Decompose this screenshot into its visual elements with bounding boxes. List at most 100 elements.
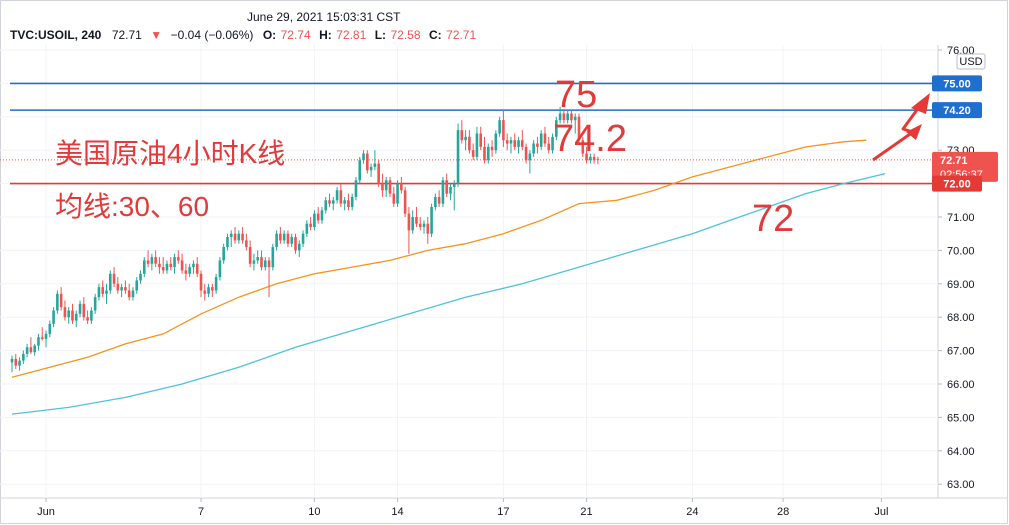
- candle-body: [199, 273, 203, 291]
- candle-body: [56, 293, 59, 311]
- candle: [108, 270, 112, 294]
- candle: [282, 230, 286, 244]
- candle: [29, 337, 33, 354]
- candle-body: [539, 133, 543, 147]
- candle-body: [173, 257, 176, 268]
- candle: [245, 233, 248, 251]
- candle: [437, 190, 441, 207]
- candle: [592, 153, 596, 164]
- candle-body: [37, 337, 40, 346]
- candle-body: [184, 270, 188, 274]
- candle: [59, 287, 63, 311]
- candle: [222, 243, 225, 264]
- open-label: O:: [263, 28, 276, 42]
- candle: [14, 353, 18, 369]
- price-tick-label: 69.00: [947, 279, 975, 291]
- candle: [301, 230, 305, 248]
- candle-body: [309, 223, 312, 228]
- candle-body: [483, 146, 486, 161]
- down-arrow-icon: ▼: [150, 28, 162, 42]
- candle: [377, 160, 380, 187]
- candle-body: [434, 196, 437, 207]
- candle: [502, 110, 505, 147]
- label-75[interactable]: 75.00: [932, 75, 982, 92]
- currency-badge[interactable]: USD: [956, 53, 986, 70]
- candle: [551, 133, 554, 154]
- candle: [158, 257, 161, 274]
- candle: [169, 257, 173, 271]
- price-tick-label: 63.00: [947, 479, 975, 491]
- candle: [347, 193, 350, 211]
- candle-body: [267, 260, 271, 268]
- candle-body: [195, 263, 199, 274]
- candle-body: [248, 247, 252, 264]
- candle: [195, 257, 199, 278]
- candle-body: [286, 233, 290, 244]
- candle: [369, 163, 373, 177]
- candle-body: [154, 257, 157, 264]
- candle-body: [585, 153, 588, 161]
- candle: [324, 196, 328, 214]
- candle-body: [581, 140, 585, 154]
- candle-body: [332, 200, 335, 204]
- candle: [150, 253, 154, 271]
- candle: [112, 267, 116, 288]
- candle: [490, 140, 494, 157]
- candle-body: [562, 113, 566, 121]
- time-scale[interactable]: Jun 7 10 14 17 21 24 28 Jul: [37, 498, 888, 518]
- candle: [422, 220, 426, 234]
- candle: [226, 233, 229, 251]
- candle-body: [543, 133, 547, 144]
- candle-body: [358, 160, 362, 181]
- candle-body: [150, 257, 154, 264]
- candle-body: [528, 153, 532, 161]
- candle: [154, 250, 157, 268]
- candle-body: [400, 183, 403, 191]
- candle: [362, 150, 365, 164]
- candle: [415, 206, 418, 228]
- candle: [354, 176, 358, 201]
- candle: [67, 307, 70, 324]
- candle-body: [320, 210, 324, 221]
- annotation-ma-note[interactable]: 均线:30、60: [55, 191, 209, 222]
- candle-body: [158, 263, 161, 268]
- candle-body: [10, 358, 14, 363]
- candle: [532, 140, 535, 157]
- candle-body: [418, 223, 422, 228]
- time-tick-label: 21: [580, 506, 592, 518]
- candle-body: [14, 358, 18, 366]
- candle-body: [536, 143, 539, 147]
- close-value: 72.71: [446, 28, 476, 42]
- label-742[interactable]: 74.20: [932, 102, 982, 119]
- open-value: 72.74: [281, 28, 311, 42]
- candle-body: [301, 233, 305, 244]
- price-tick-label: 70.00: [947, 245, 975, 257]
- label-72[interactable]: 72.00: [932, 175, 982, 192]
- candle-body: [282, 233, 286, 241]
- annotation-level-75[interactable]: 75: [555, 74, 597, 116]
- candle: [498, 116, 501, 137]
- candle-body: [426, 223, 430, 234]
- candle-body: [18, 360, 21, 366]
- candle-body: [297, 243, 301, 251]
- annotation-level-72[interactable]: 72: [752, 198, 794, 240]
- candle-body: [74, 313, 78, 321]
- annotation-level-742[interactable]: 74.2: [553, 118, 627, 160]
- candle-body: [192, 263, 195, 268]
- horizontal-levels[interactable]: [10, 82, 938, 185]
- forecast-arrow[interactable]: [872, 93, 930, 162]
- candle-body: [479, 133, 483, 147]
- candle-body: [214, 277, 218, 291]
- candle: [434, 193, 437, 211]
- candle: [78, 300, 82, 318]
- candle-body: [67, 310, 70, 318]
- candle: [566, 110, 569, 124]
- annotation-title[interactable]: 美国原油4小时K线: [55, 138, 285, 169]
- candle: [366, 150, 369, 174]
- candle-body: [188, 267, 191, 274]
- candle: [10, 355, 14, 373]
- candle: [313, 210, 316, 231]
- candle: [539, 130, 543, 151]
- candle: [430, 203, 433, 238]
